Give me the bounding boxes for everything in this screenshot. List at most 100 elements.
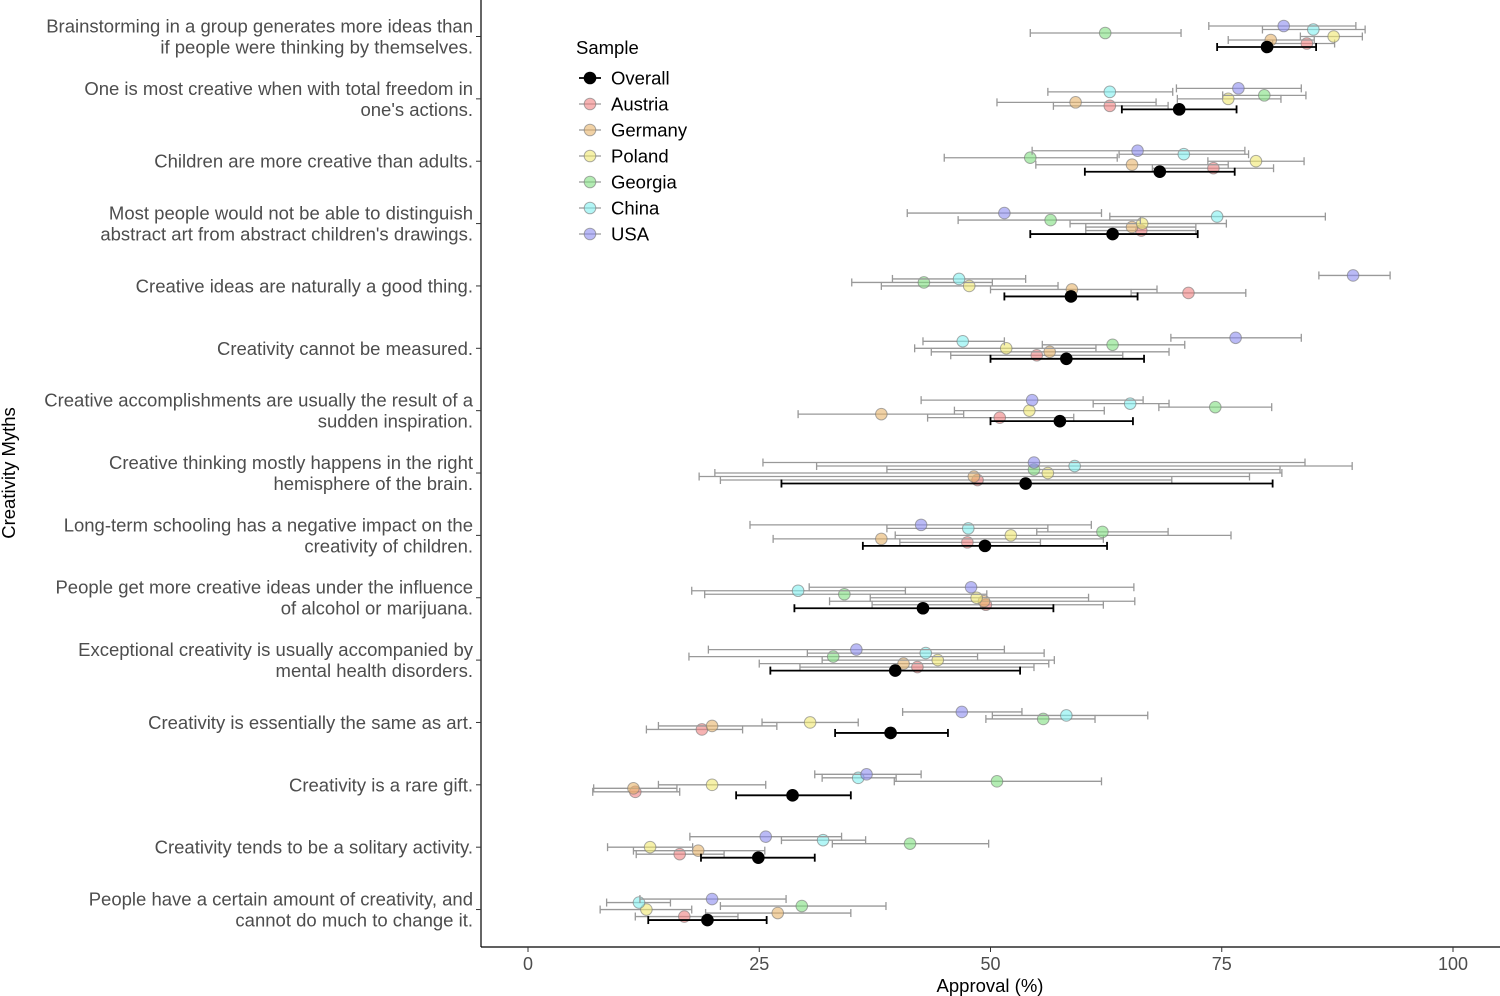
data-point <box>643 840 657 854</box>
legend-swatch <box>583 97 597 111</box>
data-point <box>1131 144 1144 158</box>
y-axis-ticks: Brainstorming in a group generates more … <box>44 16 481 931</box>
data-point <box>875 407 888 421</box>
y-tick-label-line: One is most creative when with total fre… <box>84 78 473 99</box>
y-tick-label-line: Creative thinking mostly happens in the … <box>109 452 473 473</box>
legend-item-china: China <box>579 198 660 219</box>
y-tick-label-line: Creativity tends to be a solitary activi… <box>155 837 473 858</box>
data-point <box>1096 525 1109 539</box>
y-tick-label-line: sudden inspiration. <box>318 411 473 432</box>
data-point <box>903 837 917 850</box>
y-tick-label-line: of alcohol or marijuana. <box>281 598 473 619</box>
y-tick-label: Creative ideas are naturally a good thin… <box>136 275 473 296</box>
data-point <box>1277 19 1291 33</box>
x-tick-label: 100 <box>1438 954 1468 974</box>
y-tick-label-line: People get more creative ideas under the… <box>55 577 473 598</box>
legend-label: Georgia <box>611 172 678 193</box>
y-tick-label-line: Most people would not be able to disting… <box>109 203 473 224</box>
x-tick-label: 0 <box>523 954 533 974</box>
x-tick-label: 25 <box>749 954 769 974</box>
y-tick-label: Most people would not be able to disting… <box>100 203 473 245</box>
data-point <box>1258 89 1271 102</box>
y-tick-label-line: mental health disorders. <box>276 660 473 681</box>
y-tick-label-line: Creativity cannot be measured. <box>217 338 473 359</box>
data-point <box>956 335 970 348</box>
data-point <box>916 601 930 615</box>
y-tick-label: Children are more creative than adults. <box>154 151 473 172</box>
y-tick-label: Creativity tends to be a solitary activi… <box>155 837 473 858</box>
data-point <box>1044 213 1057 227</box>
y-axis-title: Creativity Myths <box>0 407 19 539</box>
data-point <box>1027 456 1041 469</box>
legend-swatch <box>583 175 597 189</box>
y-tick-label-line: Long-term schooling has a negative impac… <box>64 514 473 535</box>
data-point <box>1208 400 1222 414</box>
legend-label: Poland <box>611 146 669 167</box>
y-tick-label-line: People have a certain amount of creativi… <box>89 889 473 910</box>
y-tick-label-line: creativity of children. <box>304 535 473 556</box>
y-tick-label-line: hemisphere of the brain. <box>273 473 473 494</box>
y-tick-label: Creativity is a rare gift. <box>289 774 473 795</box>
y-tick-label: Long-term schooling has a negative impac… <box>64 514 473 556</box>
series-poland <box>599 30 1363 916</box>
data-point <box>875 532 888 546</box>
y-tick-label-line: Exceptional creativity is usually accomp… <box>78 639 474 660</box>
data-point <box>786 789 799 802</box>
legend-label: Germany <box>611 120 688 141</box>
data-point <box>705 719 719 733</box>
data-point <box>998 206 1011 220</box>
y-tick-label-line: Children are more creative than adults. <box>154 151 473 172</box>
data-point <box>759 830 773 843</box>
data-point <box>884 726 897 740</box>
data-point <box>1249 154 1263 168</box>
x-tick-label: 50 <box>980 954 1000 974</box>
y-tick-label: One is most creative when with total fre… <box>84 78 473 120</box>
legend-item-overall: Overall <box>579 68 670 89</box>
data-point <box>964 580 978 594</box>
data-point <box>705 778 719 792</box>
data-point <box>1106 338 1119 352</box>
y-tick-label: People get more creative ideas under the… <box>55 577 473 619</box>
data-point <box>1069 96 1082 109</box>
data-point <box>1064 290 1078 303</box>
legend-title: Sample <box>576 37 639 58</box>
y-tick-label-line: Creative accomplishments are usually the… <box>44 390 473 411</box>
data-point <box>1172 103 1186 116</box>
y-tick-label-line: Creative ideas are naturally a good thin… <box>136 275 473 296</box>
legend: Sample Overall Austria Germany Poland Georgi… <box>576 37 688 245</box>
y-tick-label: Creative thinking mostly happens in the … <box>109 452 473 494</box>
series-austria <box>592 37 1336 923</box>
legend-item-poland: Poland <box>579 146 669 167</box>
y-tick-label-line: if people were thinking by themselves. <box>160 37 473 58</box>
data-point <box>1023 151 1037 165</box>
data-point <box>1053 414 1067 428</box>
data-point <box>850 643 863 656</box>
data-point <box>1153 165 1167 179</box>
legend-item-austria: Austria <box>579 94 669 115</box>
x-axis-ticks: 0 25 50 75 100 <box>523 947 1468 974</box>
legend-label: USA <box>611 224 650 245</box>
data-point <box>860 768 873 781</box>
data-point <box>795 899 809 913</box>
legend-label: China <box>611 198 660 219</box>
data-point <box>1060 709 1073 722</box>
data-point <box>1025 393 1039 407</box>
legend-item-germany: Germany <box>579 120 688 141</box>
y-tick-label: Creative accomplishments are usually the… <box>44 390 473 432</box>
data-point <box>1260 40 1274 54</box>
data-point <box>914 518 928 532</box>
data-point <box>990 775 1004 788</box>
x-axis-title: Approval (%) <box>937 975 1044 996</box>
data-point <box>1060 352 1073 366</box>
legend-swatch <box>583 123 597 137</box>
series-overall <box>647 40 1317 927</box>
data-point <box>1232 82 1245 95</box>
data-point <box>1229 331 1242 345</box>
legend-label: Austria <box>611 94 669 115</box>
data-point <box>803 716 817 729</box>
series-china <box>605 23 1366 909</box>
y-tick-label: Creativity cannot be measured. <box>217 338 473 359</box>
data-point <box>771 906 785 920</box>
y-tick-label-line: Brainstorming in a group generates more … <box>46 16 473 37</box>
